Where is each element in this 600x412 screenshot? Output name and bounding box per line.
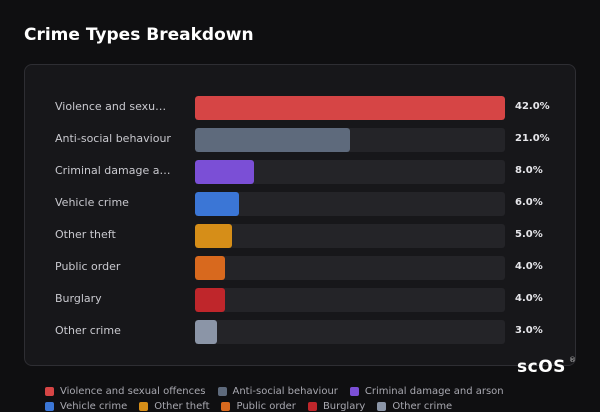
value-label: 5.0% [515,229,543,240]
value-label: 8.0% [515,165,543,176]
legend-swatch [45,402,54,411]
bar-track [195,128,505,152]
legend-label: Anti-social behaviour [232,386,338,397]
legend-item: Anti-social behaviour [217,386,338,397]
bar-track [195,288,505,312]
page: Crime Types Breakdown Violence and sexua… [24,25,576,412]
bar [195,160,255,184]
legend-swatch [217,387,227,396]
category-label: Other crime [55,324,121,337]
legend-label: Public order [236,401,296,412]
bar [195,192,240,216]
bar-row: Criminal damage and arson 8.0% [25,160,575,184]
bar-track [195,320,505,344]
legend-label: Vehicle crime [60,401,128,412]
legend-item: Criminal damage and arson [349,386,504,397]
category-label: Public order [55,260,121,273]
bar-track [195,256,505,280]
bar-track [195,224,505,248]
legend-label: Burglary [322,401,366,412]
bar-track [195,96,505,120]
value-label: 6.0% [515,197,543,208]
value-label: 4.0% [515,261,543,272]
watermark: scOS [517,357,566,377]
bar-track [195,192,505,216]
category-label: Other theft [55,228,116,241]
legend-swatch [349,387,359,396]
category-label: Violence and sexual offences [55,100,171,113]
value-label: 4.0% [515,293,543,304]
bar [195,320,218,344]
legend-label: Criminal damage and arson [364,386,504,397]
legend-swatch [307,402,317,411]
chart-card: Violence and sexual offences 42.0% Anti-so… [24,64,576,366]
legend-item: Burglary [307,401,366,412]
bar [195,288,225,312]
legend-swatch [45,387,54,396]
bar-row: Other theft 5.0% [25,224,575,248]
legend-item: Other theft [139,401,209,412]
legend-item: Public order [221,401,296,412]
legend-swatch [139,402,149,411]
bar [195,128,350,152]
bar-row: Burglary 4.0% [25,288,575,312]
bar-row: Violence and sexual offences 42.0% [25,96,575,120]
legend-item: Other crime [377,401,452,412]
legend-item: Violence and sexual offences [45,386,206,397]
bar [195,96,505,120]
legend-label: Other crime [392,401,453,412]
legend-swatch [221,402,231,411]
legend-item: Vehicle crime [45,401,127,412]
bar-row: Public order 4.0% [25,256,575,280]
legend-label: Violence and sexual offences [60,386,206,397]
legend-swatch [377,402,387,411]
bar [195,256,225,280]
legend: Violence and sexual offences Anti-social … [45,386,585,412]
chart-title: Crime Types Breakdown [24,25,254,45]
value-label: 3.0% [515,325,543,336]
category-label: Criminal damage and arson [55,164,171,177]
category-label: Vehicle crime [55,196,129,209]
watermark-mark: ® [569,356,576,364]
legend-label: Other theft [154,401,210,412]
category-label: Anti-social behaviour [55,132,171,145]
bar-row: Vehicle crime 6.0% [25,192,575,216]
bar-row: Other crime 3.0% [25,320,575,344]
bar [195,224,232,248]
value-label: 42.0% [515,101,550,112]
value-label: 21.0% [515,133,550,144]
category-label: Burglary [55,292,102,305]
bar-row: Anti-social behaviour 21.0% [25,128,575,152]
bar-track [195,160,505,184]
